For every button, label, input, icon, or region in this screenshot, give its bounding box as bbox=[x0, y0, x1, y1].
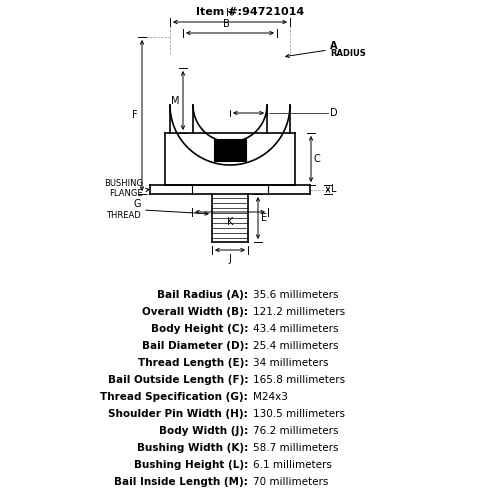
Text: 58.7 millimeters: 58.7 millimeters bbox=[253, 443, 338, 453]
Text: Body Width (J):: Body Width (J): bbox=[159, 426, 248, 436]
Text: G: G bbox=[134, 199, 141, 209]
Text: 121.2 millimeters: 121.2 millimeters bbox=[253, 307, 345, 317]
Text: D: D bbox=[330, 108, 338, 118]
Text: Overall Width (B):: Overall Width (B): bbox=[142, 307, 248, 317]
Bar bbox=[214, 139, 246, 161]
Text: 70 millimeters: 70 millimeters bbox=[253, 477, 328, 487]
Text: Bail Radius (A):: Bail Radius (A): bbox=[157, 290, 248, 300]
Text: BUSHING: BUSHING bbox=[104, 178, 143, 188]
Text: J: J bbox=[228, 254, 232, 264]
Text: 76.2 millimeters: 76.2 millimeters bbox=[253, 426, 338, 436]
Text: Shoulder Pin Width (H):: Shoulder Pin Width (H): bbox=[108, 409, 248, 419]
Text: Bushing Height (L):: Bushing Height (L): bbox=[134, 460, 248, 470]
Text: Body Height (C):: Body Height (C): bbox=[150, 324, 248, 334]
Text: E: E bbox=[261, 213, 267, 223]
Text: Item #:94721014: Item #:94721014 bbox=[196, 7, 304, 17]
Text: Bail Diameter (D):: Bail Diameter (D): bbox=[142, 341, 248, 351]
Text: THREAD: THREAD bbox=[106, 210, 141, 220]
Text: 35.6 millimeters: 35.6 millimeters bbox=[253, 290, 338, 300]
Text: Bail Outside Length (F):: Bail Outside Length (F): bbox=[108, 375, 248, 385]
Text: Thread Length (E):: Thread Length (E): bbox=[138, 358, 248, 368]
Text: FLANGE: FLANGE bbox=[110, 190, 143, 198]
Text: 6.1 millimeters: 6.1 millimeters bbox=[253, 460, 332, 470]
Text: L: L bbox=[331, 184, 336, 194]
Text: RADIUS: RADIUS bbox=[330, 50, 366, 58]
Text: Bail Inside Length (M):: Bail Inside Length (M): bbox=[114, 477, 248, 487]
Text: F: F bbox=[132, 110, 138, 120]
Text: 25.4 millimeters: 25.4 millimeters bbox=[253, 341, 338, 351]
Text: 130.5 millimeters: 130.5 millimeters bbox=[253, 409, 345, 419]
Text: 43.4 millimeters: 43.4 millimeters bbox=[253, 324, 338, 334]
Text: 165.8 millimeters: 165.8 millimeters bbox=[253, 375, 345, 385]
Text: K: K bbox=[227, 217, 233, 227]
Text: M24x3: M24x3 bbox=[253, 392, 288, 402]
Text: C: C bbox=[314, 154, 321, 164]
Text: B: B bbox=[222, 19, 230, 29]
Text: H: H bbox=[226, 8, 234, 18]
Text: A: A bbox=[330, 41, 338, 51]
Text: Bushing Width (K):: Bushing Width (K): bbox=[137, 443, 248, 453]
Text: 34 millimeters: 34 millimeters bbox=[253, 358, 328, 368]
Text: Thread Specification (G):: Thread Specification (G): bbox=[100, 392, 248, 402]
Text: M: M bbox=[172, 96, 180, 106]
